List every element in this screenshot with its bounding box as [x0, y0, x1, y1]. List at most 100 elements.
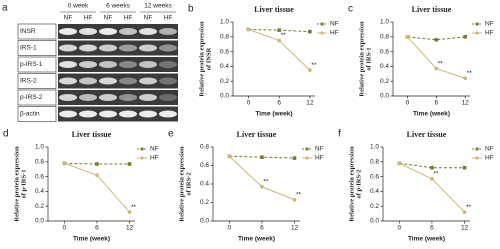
legend-marker: [475, 156, 479, 160]
legend-marker: [320, 22, 324, 26]
blot-band: [119, 110, 137, 118]
timepoint-label: 0 week: [68, 3, 89, 10]
y-tick-label: 0.4: [380, 63, 389, 70]
series-line: [248, 28, 311, 71]
point: [292, 197, 297, 202]
protein-box: [17, 56, 57, 73]
y-axis-label: of INSR: [205, 47, 212, 70]
legend-label: NF: [485, 21, 494, 28]
significance-label: **: [438, 60, 444, 67]
legend-label: NF: [485, 146, 494, 153]
x-tick-label: 6: [95, 225, 99, 232]
y-tick-label: 0.8: [35, 159, 44, 166]
legend-marker: [305, 147, 309, 151]
point: [127, 162, 132, 166]
chart-title: Liver tissue: [412, 5, 452, 14]
significance-label: **: [467, 70, 473, 77]
legend-label: HF: [315, 155, 324, 162]
legend-label: NF: [315, 146, 324, 153]
timepoint-label: 6 weeks: [106, 3, 131, 10]
point: [127, 210, 132, 215]
y-axis-label: Relative protein expression: [198, 21, 205, 97]
blot-band: [59, 28, 77, 35]
significance-label: **: [131, 204, 137, 211]
blot-strip: [58, 73, 178, 89]
legend-label: HF: [150, 155, 159, 162]
point: [277, 38, 282, 43]
y-tick-label: 0.0: [370, 218, 379, 225]
significance-label: **: [281, 32, 287, 39]
blot-band: [119, 44, 137, 52]
significance-label: **: [263, 178, 269, 185]
blot-band: [139, 94, 157, 101]
y-tick-label: 0.2: [200, 199, 209, 206]
point: [462, 165, 467, 170]
legend-marker: [140, 147, 144, 151]
blot-band: [119, 77, 137, 85]
legend-label: HF: [330, 30, 339, 37]
point: [260, 184, 264, 189]
y-tick-label: 0.4: [220, 63, 229, 70]
y-tick-label: 0.4: [35, 188, 44, 195]
x-tick-label: 6: [277, 100, 281, 107]
blot-band: [59, 61, 77, 68]
x-tick-label: 0: [247, 100, 251, 107]
y-tick-label: 0.4: [370, 188, 379, 195]
blot-band: [119, 28, 137, 35]
point: [397, 161, 402, 166]
legend-marker: [320, 31, 324, 35]
protein-box: [17, 89, 57, 106]
panel-label: d: [3, 129, 9, 140]
y-axis-label: Relative protein expression: [178, 146, 185, 222]
blot-strip: [58, 90, 178, 105]
blot-band: [159, 44, 177, 52]
blot-band: [99, 44, 117, 52]
point: [308, 29, 312, 34]
group-label: NF: [144, 15, 153, 22]
point: [434, 66, 439, 71]
significance-label: **: [466, 204, 472, 211]
y-tick-label: 0.6: [370, 173, 379, 180]
protein-label: p-IRS-2: [20, 94, 43, 101]
panel-label: a: [2, 3, 8, 14]
blot-band: [159, 28, 177, 35]
point: [260, 155, 264, 159]
blot-band: [79, 44, 97, 52]
significance-label: **: [296, 191, 302, 198]
point: [277, 28, 281, 32]
legend-marker: [305, 156, 309, 160]
legend-label: NF: [150, 146, 159, 153]
group-label: HF: [164, 15, 173, 22]
blot-band: [139, 77, 157, 85]
blot-band: [139, 28, 157, 35]
blot-band: [59, 44, 77, 52]
y-tick-label: 0.6: [380, 48, 389, 55]
point: [227, 154, 232, 159]
y-tick-label: 1.0: [380, 19, 389, 26]
group-label: NF: [104, 15, 113, 22]
blot-band: [79, 61, 97, 68]
y-tick-label: 0.8: [380, 34, 389, 41]
y-tick-label: 0.2: [35, 203, 44, 210]
y-axis-label: of IRS-1: [365, 47, 372, 70]
timepoint-label: 12 weeks: [144, 3, 172, 10]
x-tick-label: 6: [260, 225, 264, 232]
y-axis-label: of p-IRS-1: [20, 169, 27, 198]
blot-band: [159, 61, 177, 68]
panel-label: c: [348, 4, 353, 15]
series-line: [228, 155, 295, 201]
y-axis-label: Relative protein expression: [13, 146, 20, 222]
y-tick-label: 0.6: [200, 162, 209, 169]
x-tick-label: 0: [228, 225, 232, 232]
blot-band: [159, 94, 177, 101]
point: [95, 162, 99, 166]
legend-marker: [475, 31, 479, 35]
x-tick-label: 0: [63, 225, 67, 232]
protein-box: [17, 73, 57, 89]
x-tick-label: 0: [398, 225, 402, 232]
blot-band: [59, 110, 77, 118]
blot-band: [79, 94, 97, 101]
point: [462, 210, 467, 215]
chart-title: Liver tissue: [407, 130, 447, 139]
panel-label: b: [188, 4, 194, 15]
